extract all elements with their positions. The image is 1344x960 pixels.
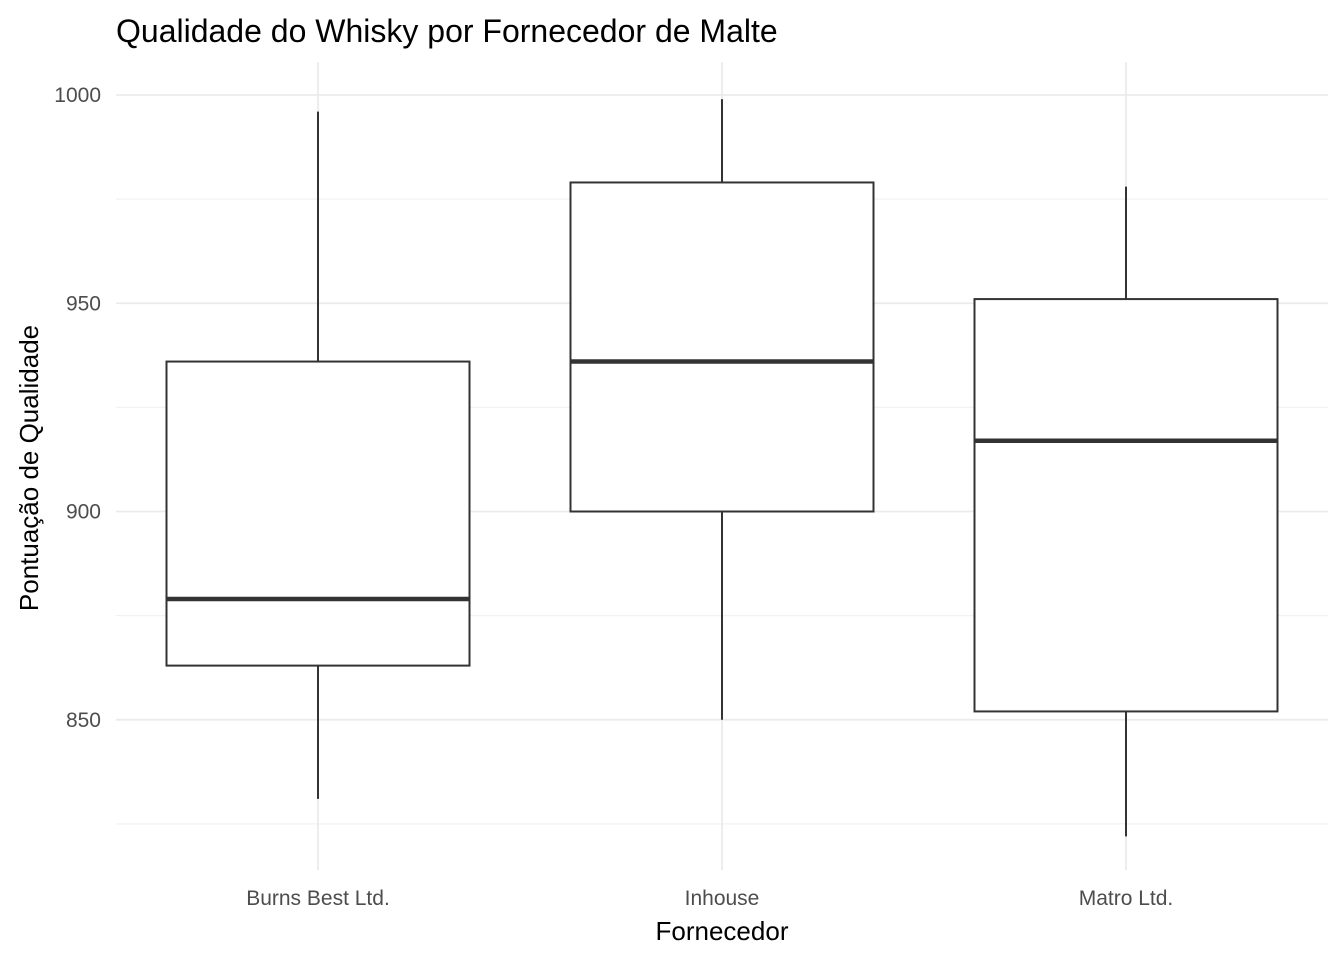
x-tick-label: Burns Best Ltd. xyxy=(246,887,390,910)
box-layer xyxy=(165,99,1279,837)
x-tick-label: Inhouse xyxy=(685,887,760,910)
x-tick-labels: Burns Best Ltd. Inhouse Matro Ltd. xyxy=(246,887,1173,910)
box-inhouse xyxy=(569,99,875,720)
box-rect xyxy=(973,298,1279,713)
x-tick-label: Matro Ltd. xyxy=(1079,887,1174,910)
y-tick-labels: 850 900 950 1000 xyxy=(54,84,101,732)
y-tick-label: 1000 xyxy=(54,84,101,107)
chart-title: Qualidade do Whisky por Fornecedor de Ma… xyxy=(116,13,778,49)
box-burns-best-ltd xyxy=(165,111,471,799)
box-rect xyxy=(569,181,875,513)
x-axis-title: Fornecedor xyxy=(656,916,789,946)
box-rect xyxy=(165,360,471,667)
y-tick-label: 950 xyxy=(66,292,101,315)
box-matro-ltd xyxy=(973,186,1279,837)
y-tick-label: 850 xyxy=(66,709,101,732)
y-axis-title: Pontuação de Qualidade xyxy=(14,325,44,611)
y-tick-label: 900 xyxy=(66,501,101,524)
